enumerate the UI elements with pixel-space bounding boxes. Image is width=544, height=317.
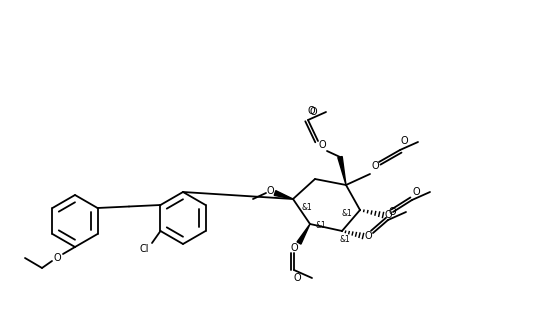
Text: O: O <box>307 106 315 116</box>
Text: &1: &1 <box>316 222 327 230</box>
Text: O: O <box>388 207 396 217</box>
Text: O: O <box>364 231 372 241</box>
Text: O: O <box>371 161 379 171</box>
Polygon shape <box>274 191 293 199</box>
Polygon shape <box>297 224 310 244</box>
Text: O: O <box>309 107 317 117</box>
Text: O: O <box>53 253 61 263</box>
Text: O: O <box>412 187 420 197</box>
Text: O: O <box>290 243 298 253</box>
Text: Cl: Cl <box>139 244 149 254</box>
Text: O: O <box>400 136 408 146</box>
Polygon shape <box>338 157 346 185</box>
Text: O: O <box>318 140 326 150</box>
Text: &1: &1 <box>340 235 351 243</box>
Text: &1: &1 <box>302 203 313 211</box>
Text: O: O <box>266 186 274 196</box>
Text: O: O <box>293 273 301 283</box>
Text: O: O <box>384 210 392 220</box>
Text: &1: &1 <box>342 210 353 218</box>
